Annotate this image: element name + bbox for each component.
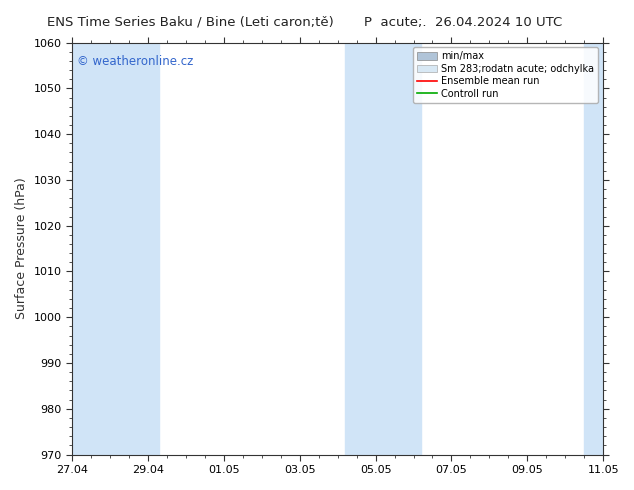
Text: ENS Time Series Baku / Bine (Leti caron;tě): ENS Time Series Baku / Bine (Leti caron;…: [47, 16, 333, 29]
Bar: [72, 43, 159, 455]
Text: P  acute;.  26.04.2024 10 UTC: P acute;. 26.04.2024 10 UTC: [364, 16, 562, 29]
Text: © weatheronline.cz: © weatheronline.cz: [77, 55, 194, 68]
Bar: [346, 43, 421, 455]
Legend: min/max, Sm 283;rodatn acute; odchylka, Ensemble mean run, Controll run: min/max, Sm 283;rodatn acute; odchylka, …: [413, 48, 598, 102]
Bar: [584, 43, 611, 455]
Y-axis label: Surface Pressure (hPa): Surface Pressure (hPa): [15, 178, 28, 319]
